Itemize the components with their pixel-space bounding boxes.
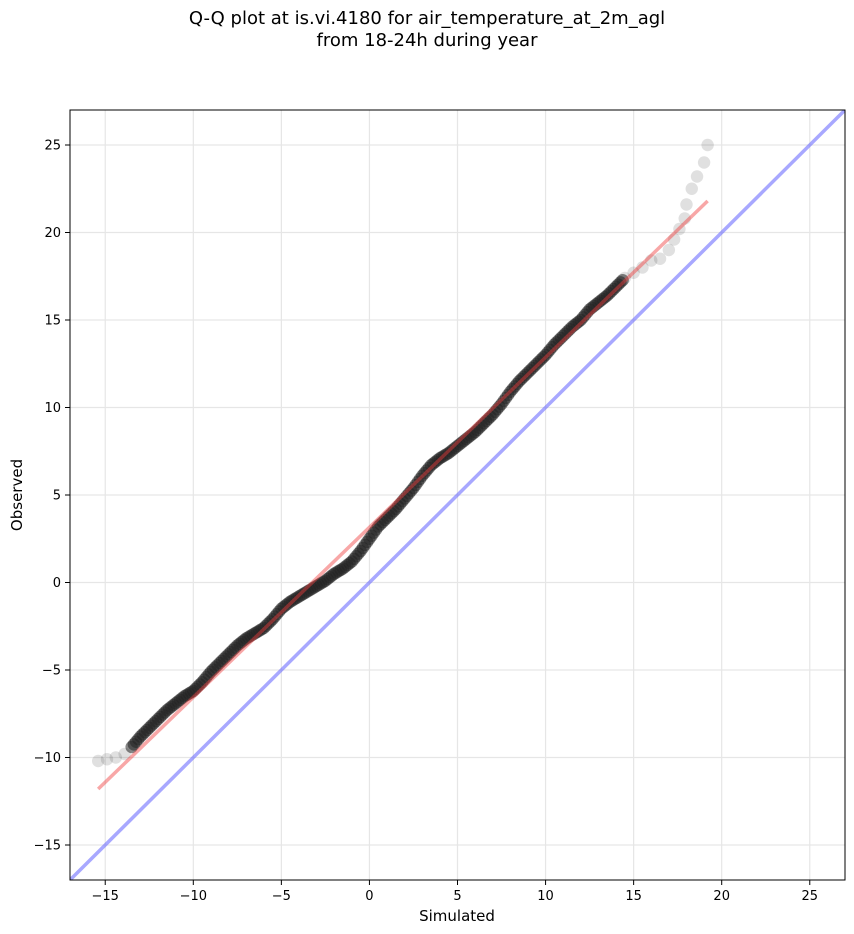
chart-title-line-2: from 18-24h during year <box>316 30 538 51</box>
x-tick-label: 25 <box>801 889 818 904</box>
y-tick-label: 15 <box>44 314 61 329</box>
quantile-point <box>109 751 122 764</box>
quantile-point <box>653 252 667 265</box>
regression-line <box>96 199 709 791</box>
quantile-point <box>690 170 704 183</box>
one-to-one-line <box>70 110 845 880</box>
x-tick-label: −5 <box>272 889 291 904</box>
y-tick-label: 0 <box>53 576 61 591</box>
y-tick-label: −15 <box>34 839 61 854</box>
chart-title-line-1: Q-Q plot at is.vi.4180 for air_temperatu… <box>188 8 666 29</box>
grid <box>70 110 845 880</box>
quantile-point <box>701 138 714 152</box>
x-tick-label: 20 <box>713 889 730 904</box>
y-axis-label: Observed <box>8 459 26 531</box>
x-tick-label: −10 <box>180 889 207 904</box>
quantile-point <box>618 271 632 285</box>
quantile-point <box>100 753 114 766</box>
quantile-point <box>678 212 691 225</box>
axis-ticks: −15 −10 −5 0 5 10 15 20 25 −15 −10 −5 0 5 10 15 20 25 <box>34 139 818 905</box>
quantile-point <box>91 754 105 768</box>
y-tick-label: 5 <box>53 489 61 504</box>
quantile-point <box>662 243 676 257</box>
x-tick-label: 15 <box>625 889 642 904</box>
x-tick-label: 10 <box>537 889 554 904</box>
quantile-point <box>616 273 629 287</box>
y-tick-label: −10 <box>34 751 61 766</box>
quantile-point <box>697 156 711 169</box>
chart-title: Q-Q plot at is.vi.4180 for air_temperatu… <box>0 8 854 52</box>
x-tick-label: 5 <box>453 889 461 904</box>
x-axis-label: Simulated <box>419 907 495 925</box>
quantile-point <box>667 233 681 246</box>
quantile-point <box>627 266 640 279</box>
y-tick-label: 20 <box>44 226 61 241</box>
quantile-point <box>673 222 686 236</box>
quantile-points <box>91 138 714 791</box>
y-tick-label: 10 <box>44 401 61 416</box>
y-tick-label: 25 <box>44 139 61 154</box>
y-tick-label: −5 <box>42 664 61 679</box>
reference-lines <box>70 110 845 880</box>
x-tick-label: −15 <box>92 889 119 904</box>
x-tick-label: 0 <box>365 889 373 904</box>
quantile-point <box>685 182 698 195</box>
quantile-point <box>680 198 693 211</box>
quantile-point <box>636 261 649 274</box>
quantile-point <box>645 254 658 267</box>
